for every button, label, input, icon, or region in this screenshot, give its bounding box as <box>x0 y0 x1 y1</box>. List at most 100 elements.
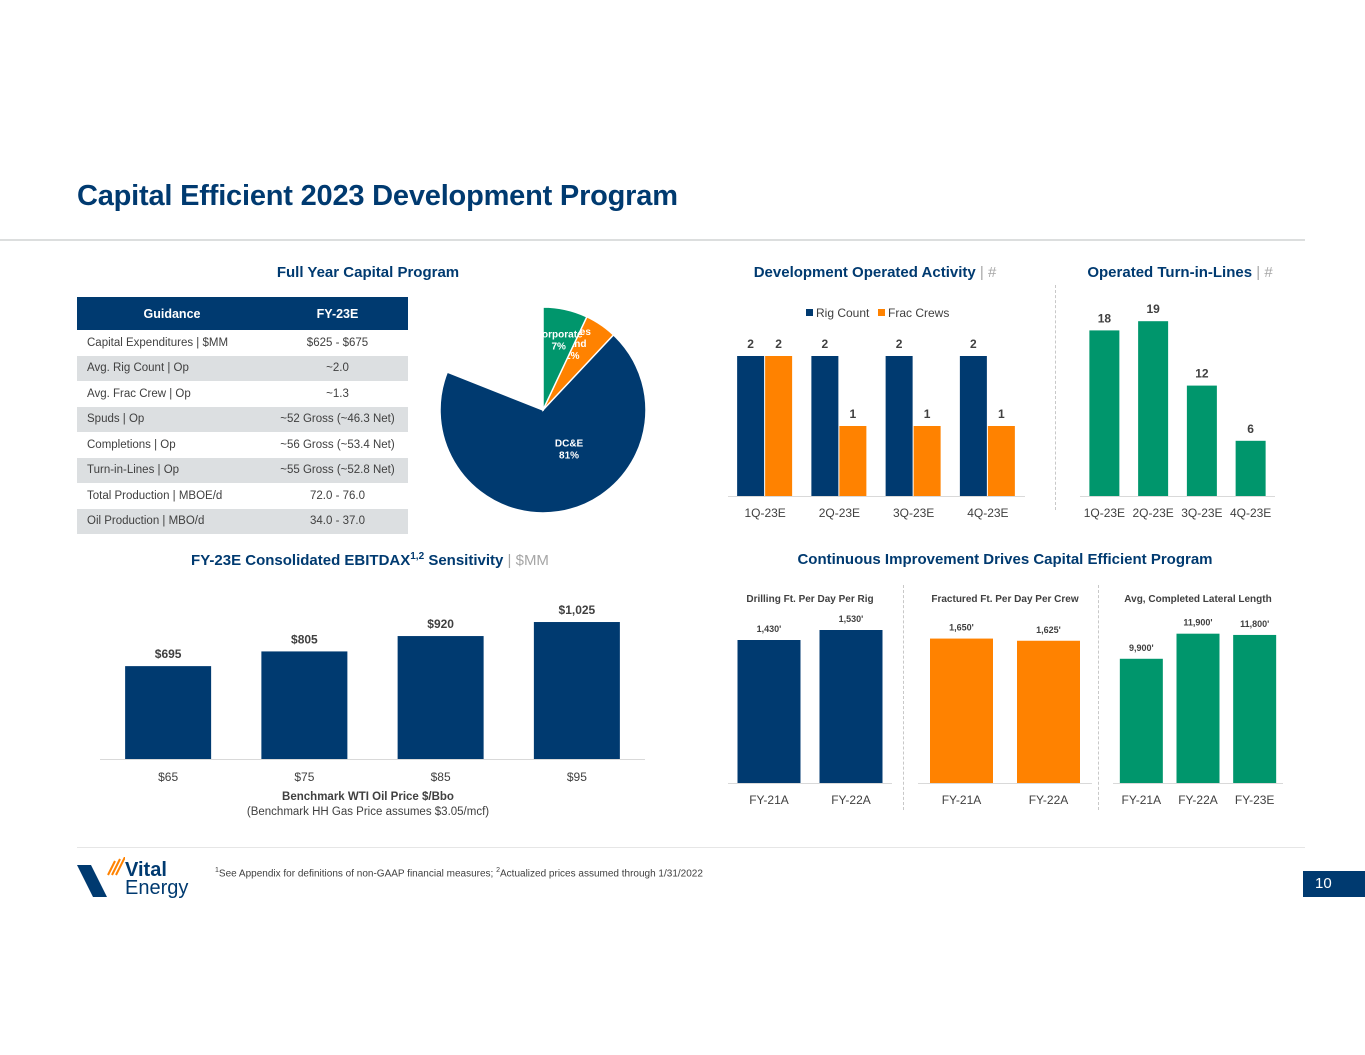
guidance-table-row: Turn-in-Lines | Op ~55 Gross (~52.8 Net) <box>77 457 408 483</box>
bar <box>1186 385 1217 496</box>
bar <box>1235 440 1266 496</box>
guidance-table: Guidance FY-23E Capital Expenditures | $… <box>77 297 408 534</box>
bar <box>533 622 620 759</box>
category-label: 3Q-23E <box>1181 506 1222 520</box>
til-title-unit: | # <box>1256 264 1273 281</box>
data-label: $920 <box>427 617 454 631</box>
category-label: FY-21A <box>942 793 982 807</box>
pie-slice-label: DC&E <box>555 438 584 449</box>
page-number: 10 <box>1303 871 1365 897</box>
bar <box>737 356 765 496</box>
category-label: FY-21A <box>1122 793 1162 807</box>
logo-text-vital: Vital <box>125 859 167 881</box>
frac-ft-chart: 1,650' FY-21A 1,625' FY-22A Fractured Ft. Pe… <box>918 594 1092 807</box>
bar <box>987 426 1015 496</box>
category-label: FY-22A <box>1178 793 1218 807</box>
guidance-table-header: Guidance FY-23E <box>77 297 408 330</box>
data-label: 12 <box>1195 367 1209 381</box>
guidance-table-row: Capital Expenditures | $MM $625 - $675 <box>77 330 408 356</box>
guidance-value: ~56 Gross (~53.4 Net) <box>280 438 395 451</box>
data-label: 11,900' <box>1183 618 1212 628</box>
footnote-text-2: Actualized prices assumed through 1/31/2… <box>500 868 703 880</box>
guidance-value: 34.0 - 37.0 <box>267 508 408 534</box>
data-label: 9,900' <box>1129 643 1154 653</box>
bar <box>1089 330 1120 496</box>
bar <box>765 356 793 496</box>
x-axis-title: Benchmark WTI Oil Price $/Bbo <box>282 791 454 803</box>
bar <box>261 651 348 759</box>
category-label: FY-22A <box>831 793 871 807</box>
data-label: 1,625' <box>1036 625 1061 635</box>
vital-energy-logo-icon <box>77 857 125 897</box>
drilling-ft-chart: 1,430' FY-21A 1,530' FY-22A Drilling Ft. Per… <box>728 594 892 807</box>
dev-activity-title-unit: | # <box>979 264 997 281</box>
category-label: $95 <box>567 770 587 784</box>
ebitdax-title-sup: 1,2 <box>410 551 425 562</box>
pie-slice-label: 12% <box>560 351 580 362</box>
category-label: 2Q-23E <box>819 506 860 520</box>
guidance-header: Guidance <box>77 297 267 330</box>
ebitdax-chart: $695 $65 $805 $75 $920 $85 $1,025 $95 Benchmark … <box>100 603 645 818</box>
guidance-value: $625 - $675 <box>306 336 369 349</box>
data-label: 1 <box>924 407 931 421</box>
category-label: $75 <box>294 770 314 784</box>
category-label: $65 <box>158 770 178 784</box>
data-label: 1 <box>998 407 1005 421</box>
guidance-table-row: Avg. Frac Crew | Op ~1.3 <box>77 381 408 407</box>
legend-swatch <box>806 309 813 316</box>
guidance-table-row: Spuds | Op ~52 Gross (~46.3 Net) <box>77 406 408 432</box>
guidance-table-row: Completions | Op ~56 Gross (~53.4 Net) <box>77 432 408 458</box>
footnote-sup-1: 1 <box>215 867 219 874</box>
bar <box>811 356 839 496</box>
guidance-value: ~55 Gross (~52.8 Net) <box>267 457 408 483</box>
lateral-length-chart: 9,900' FY-21A 11,900' FY-22A 11,800' FY-23E Av… <box>1113 594 1283 807</box>
guidance-label: Capital Expenditures | $MM <box>87 336 229 349</box>
section-divider <box>1055 285 1056 510</box>
capital-program-title: Full Year Capital Program <box>276 264 460 281</box>
til-title: Operated Turn-in-Lines | # <box>1070 264 1290 281</box>
footnote-text-1: See Appendix for definitions of non-GAAP… <box>218 868 497 880</box>
bar <box>913 426 941 496</box>
data-label: 18 <box>1098 311 1112 325</box>
data-label: $805 <box>291 632 318 646</box>
ebitdax-title-rest: Sensitivity <box>428 552 504 569</box>
ebitdax-title-unit: | $MM <box>507 552 549 569</box>
data-label: $695 <box>155 647 182 661</box>
data-label: 11,800' <box>1240 619 1269 629</box>
category-label: 4Q-23E <box>1230 506 1271 520</box>
page-title: Capital Efficient 2023 Development Progr… <box>77 180 678 212</box>
bar <box>1138 321 1169 496</box>
guidance-label: Avg. Rig Count | Op <box>77 355 267 381</box>
title-divider <box>0 239 1305 241</box>
bar <box>819 630 883 783</box>
improvement-section-title: Continuous Improvement Drives Capital Ef… <box>797 551 1213 568</box>
bar <box>1119 658 1163 783</box>
pie-slice-label: 81% <box>559 450 579 461</box>
data-label: $1,025 <box>559 603 596 617</box>
data-label: 2 <box>896 337 903 351</box>
x-axis-subtitle: (Benchmark HH Gas Price assumes $3.05/mc… <box>247 806 489 818</box>
chart-title: Drilling Ft. Per Day Per Rig <box>746 594 873 605</box>
category-label: 3Q-23E <box>893 506 934 520</box>
section-divider <box>903 585 904 810</box>
data-label: 1,530' <box>839 614 864 624</box>
pie-slice-label: 7% <box>552 342 567 353</box>
data-label: 6 <box>1247 422 1254 436</box>
footer-divider <box>77 847 1305 848</box>
chart-title: Fractured Ft. Per Day Per Crew <box>931 594 1078 605</box>
dev-activity-title-text: Development Operated Activity <box>753 264 976 281</box>
bar <box>839 426 867 496</box>
ebitdax-title-text: FY-23E Consolidated EBITDAX <box>191 552 411 569</box>
bar <box>1176 633 1220 783</box>
til-title-text: Operated Turn-in-Lines <box>1087 264 1253 281</box>
category-label: 1Q-23E <box>744 506 785 520</box>
bar <box>930 638 993 783</box>
guidance-label: Avg. Frac Crew | Op <box>87 387 191 400</box>
dev-activity-title: Development Operated Activity | # <box>720 264 1030 281</box>
guidance-value: 72.0 - 76.0 <box>310 489 365 502</box>
footnote-sup-2: 2 <box>496 867 501 874</box>
legend-swatch <box>878 309 885 316</box>
legend-label: Rig Count <box>816 306 870 320</box>
category-label: 1Q-23E <box>1084 506 1125 520</box>
til-chart: 18 1Q-23E 19 2Q-23E 12 3Q-23E 6 4Q-23E <box>1080 302 1275 520</box>
